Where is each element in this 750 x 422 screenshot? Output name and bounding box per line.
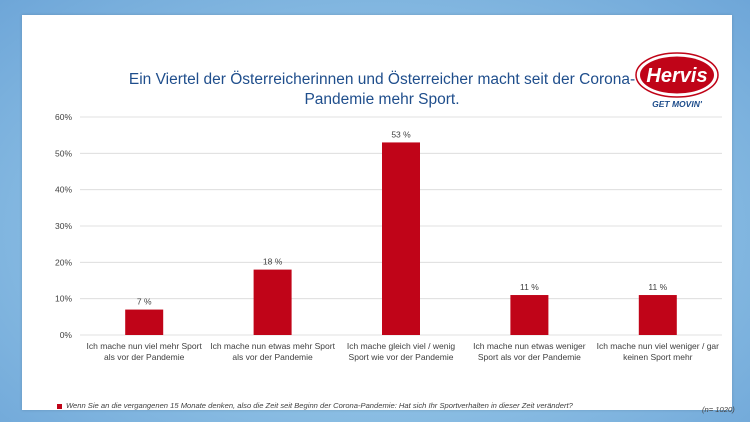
y-tick-label: 0%	[60, 330, 73, 340]
y-tick-label: 40%	[55, 185, 72, 195]
legend: Wenn Sie an die vergangenen 15 Monate de…	[57, 401, 677, 410]
sample-size-note: (n= 1020)	[702, 405, 735, 414]
y-tick-label: 30%	[55, 221, 72, 231]
y-tick-label: 20%	[55, 257, 72, 267]
x-category-label: Ich mache gleich viel / wenig Sport wie …	[346, 341, 456, 362]
bar	[638, 295, 677, 335]
data-label: 18 %	[263, 257, 283, 267]
data-label: 11 %	[520, 282, 539, 292]
hervis-logo: Hervis GET MOVIN'	[635, 52, 719, 109]
bar-chart: 0% 10% 20% 30% 40% 50% 60% 7 % 18 % 53 % 11 % 11 %	[55, 112, 722, 340]
logo-tagline: GET MOVIN'	[652, 99, 703, 109]
slide: Ein Viertel der Österreicherinnen und Ös…	[22, 15, 735, 414]
y-tick-label: 10%	[55, 294, 72, 304]
bar	[253, 269, 292, 335]
data-label: 11 %	[648, 282, 667, 292]
bar	[510, 295, 549, 335]
y-tick-label: 60%	[55, 112, 72, 122]
x-category-label: Ich mache nun etwas weniger Sport als vo…	[473, 341, 586, 362]
bar	[125, 309, 164, 335]
data-label: 7 %	[137, 297, 152, 307]
bar	[382, 142, 420, 335]
x-category-label: Ich mache nun viel mehr Sport als vor de…	[86, 341, 202, 362]
x-category-label: Ich mache nun viel weniger / gar keinen …	[596, 341, 719, 362]
data-label: 53 %	[391, 129, 411, 139]
chart-title: Ein Viertel der Österreicherinnen und Ös…	[128, 71, 636, 108]
legend-swatch	[57, 403, 62, 409]
logo-brand: Hervis	[646, 65, 707, 87]
legend-label: Wenn Sie an die vergangenen 15 Monate de…	[66, 401, 573, 410]
y-tick-label: 50%	[55, 148, 72, 158]
x-category-label: Ich mache nun etwas mehr Sport als vor d…	[210, 341, 335, 362]
